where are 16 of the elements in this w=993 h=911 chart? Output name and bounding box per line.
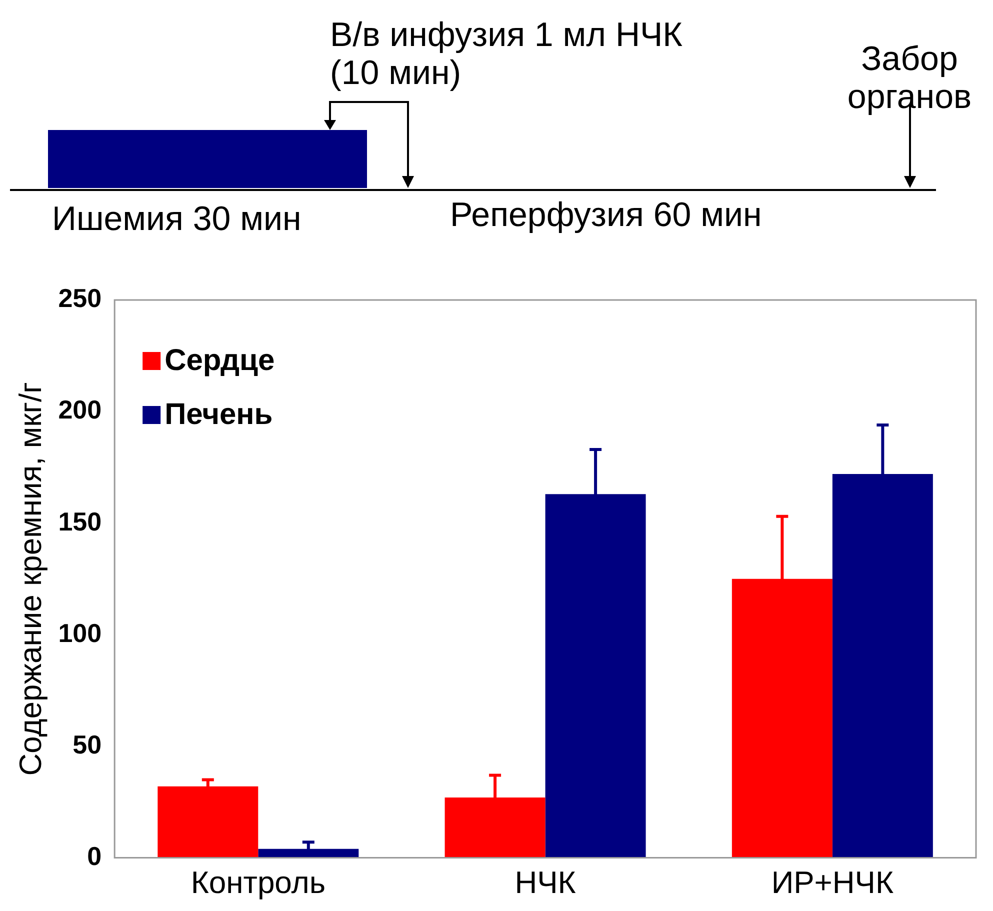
y-tick-label: 0 [87, 840, 102, 871]
y-axis-title: Содержание кремния, мкг/г [13, 382, 48, 776]
y-tick-label: 100 [58, 618, 102, 648]
y-tick-label: 50 [72, 729, 102, 760]
text: Забор органов [846, 40, 973, 116]
x-tick-label: Контроль [190, 864, 326, 900]
y-tick-label: 200 [58, 394, 102, 425]
y-tick-label: 150 [58, 506, 102, 536]
legend-label: Печень [164, 398, 273, 431]
legend-label: Сердце [164, 344, 275, 377]
y-tick-label: 250 [58, 283, 102, 314]
x-tick-label: ИР+НЧК [771, 864, 894, 900]
text: В/в инфузия 1 мл НЧК (10 мин) [330, 16, 684, 92]
text: Реперфузия 60 мин [450, 196, 762, 234]
text: Ишемия 30 мин [52, 200, 302, 238]
x-tick-label: НЧК [514, 864, 576, 900]
